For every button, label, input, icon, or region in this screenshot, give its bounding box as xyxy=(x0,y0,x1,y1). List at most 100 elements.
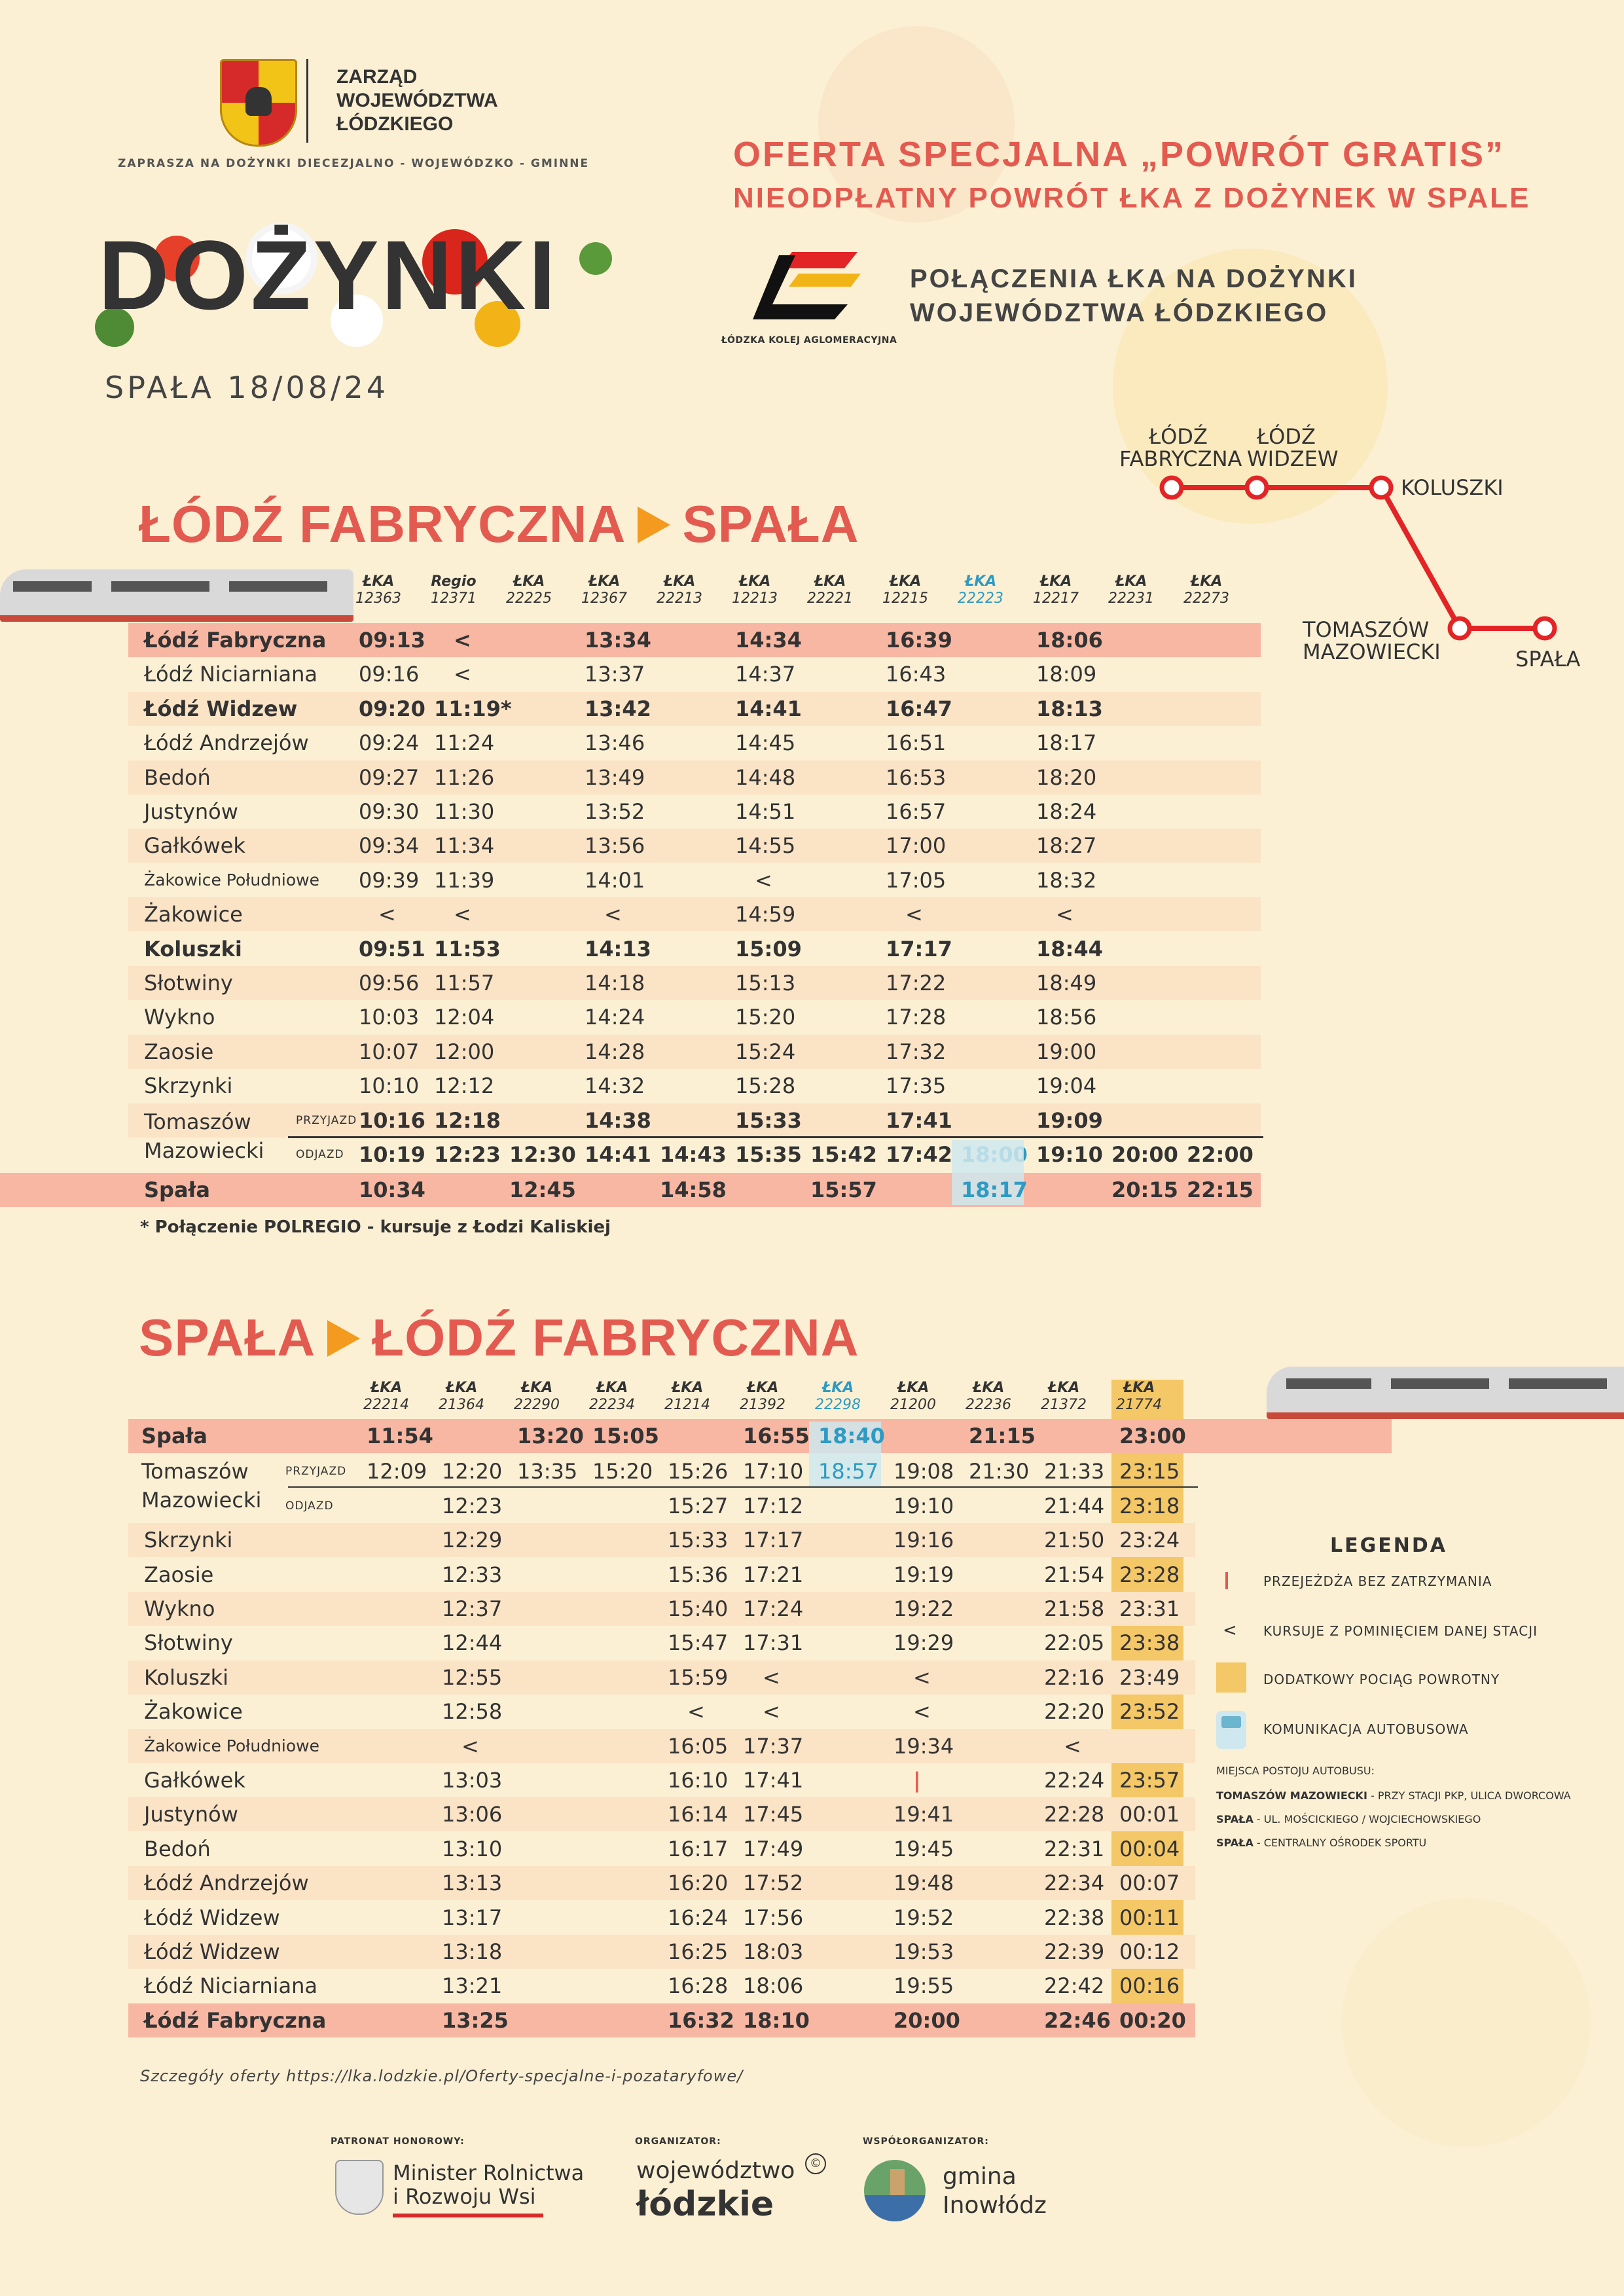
station-name: Słotwiny xyxy=(144,971,233,996)
background-flower xyxy=(1342,1898,1591,2147)
departure-time: 12:12 xyxy=(434,1073,495,1099)
arrival-time: 22:15 xyxy=(1187,1177,1254,1203)
train-operator: ŁKA xyxy=(889,573,922,590)
departure-time: 14:01 xyxy=(585,867,645,893)
departure-time: 15:36 xyxy=(668,1562,729,1587)
timetable-row xyxy=(128,1558,1195,1592)
arrival-time: 20:15 xyxy=(1111,1177,1178,1203)
timetable-row xyxy=(0,1173,1261,1208)
departure-time: 23:31 xyxy=(1119,1596,1180,1621)
arrival-time: 23:15 xyxy=(1119,1459,1180,1484)
bus-stop-item: SPAŁA - UL. MOŚCICKIEGO / WOJCIECHOWSKIE… xyxy=(1216,1813,1481,1825)
train-number: 22234 xyxy=(589,1397,635,1413)
train-number: 22213 xyxy=(657,590,702,607)
skip-icon: < xyxy=(1223,1621,1238,1640)
departure-time: 09:16 xyxy=(359,662,420,687)
train-header: ŁKA 22231 xyxy=(1092,573,1170,607)
departure-time: 14:45 xyxy=(735,730,796,756)
departure-time: 16:32 xyxy=(668,2007,734,2033)
departure-time: 17:31 xyxy=(743,1630,804,1656)
departure-time: < xyxy=(454,628,471,653)
departure-time: < xyxy=(913,1664,931,1690)
map-station-koluszki: KOLUSZKI xyxy=(1401,475,1504,500)
departure-time: 19:10 xyxy=(893,1493,954,1518)
departure-time: 10:03 xyxy=(359,1005,420,1030)
departure-time: 09:27 xyxy=(359,764,420,790)
departure-time: 13:10 xyxy=(442,1836,503,1861)
timetable-row xyxy=(128,1034,1261,1069)
departure-time: 00:04 xyxy=(1119,1836,1180,1861)
departure-time: 09:30 xyxy=(359,799,420,824)
departure-time: 16:39 xyxy=(886,628,952,653)
route-map xyxy=(1159,475,1557,641)
timetable-row xyxy=(128,1901,1195,1935)
train-operator: ŁKA xyxy=(746,1380,779,1396)
departure-time: 14:59 xyxy=(735,902,796,927)
divider xyxy=(306,59,308,143)
timetable-row xyxy=(128,1592,1195,1626)
station-name: Justynów xyxy=(144,799,238,824)
train-header: ŁKA 22221 xyxy=(791,573,869,607)
departure-time: 18:13 xyxy=(1036,696,1103,721)
departure-time: 14:13 xyxy=(585,936,651,961)
departure-time: 19:41 xyxy=(893,1802,954,1827)
train-operator: ŁKA xyxy=(821,1380,854,1396)
train-header: ŁKA 22214 xyxy=(347,1380,425,1414)
train-header: ŁKA 22223 xyxy=(941,573,1020,607)
departure-time: 14:41 xyxy=(585,1142,651,1167)
departure-time: 17:45 xyxy=(743,1802,804,1827)
departure-time: 13:20 xyxy=(517,1424,584,1448)
departure-time: 22:34 xyxy=(1044,1871,1105,1896)
lka-logo xyxy=(753,252,861,319)
station-name: Skrzynki xyxy=(144,1073,233,1099)
departure-time: 16:53 xyxy=(886,764,947,790)
station-name: Zaosie xyxy=(144,1039,214,1064)
departure-time: 19:52 xyxy=(893,1905,954,1930)
timetable-row xyxy=(128,1626,1195,1660)
organizer-name: ZARZĄD WOJEWÓDZTWA ŁÓDZKIEGO xyxy=(336,66,498,135)
departure-time: 11:53 xyxy=(434,936,501,961)
departure-time: 09:24 xyxy=(359,730,420,756)
arrival-time: 15:20 xyxy=(592,1459,653,1484)
inbound-title: SPAŁA ŁÓDŹ FABRYCZNA xyxy=(139,1308,859,1367)
train-header: Regio 12371 xyxy=(414,573,493,607)
train-header: ŁKA 12215 xyxy=(866,573,945,607)
station-name: Żakowice Południowe xyxy=(144,870,320,889)
departure-time: 09:39 xyxy=(359,867,420,893)
departure-time: 14:32 xyxy=(585,1073,645,1099)
departure-time: 13:52 xyxy=(585,799,645,824)
station-name: Gałkówek xyxy=(144,833,245,859)
offer-details-link[interactable]: Szczegóły oferty https://lka.lodzkie.pl/… xyxy=(140,2067,744,2085)
departure-time: 22:31 xyxy=(1044,1836,1105,1861)
departure-time: 14:28 xyxy=(585,1039,645,1064)
departure-time: 16:17 xyxy=(668,1836,729,1861)
departure-time: 11:54 xyxy=(367,1424,433,1448)
event-title: DOŻYNKI xyxy=(98,220,558,330)
arrival-time: 13:35 xyxy=(517,1459,578,1484)
arrival-time: 18:17 xyxy=(961,1177,1028,1203)
train-number: 22225 xyxy=(506,590,552,607)
bus-service-box xyxy=(952,1140,1024,1205)
map-station-lodz-fabryczna: ŁÓDŹ FABRYCZNA xyxy=(1119,424,1242,471)
arrival-time: 21:30 xyxy=(969,1459,1030,1484)
departure-time: 21:50 xyxy=(1044,1528,1105,1553)
map-station-tomaszow: TOMASZÓW MAZOWIECKI xyxy=(1303,617,1441,664)
dozynki-logo xyxy=(82,216,619,353)
train-operator: ŁKA xyxy=(972,1380,1005,1396)
train-operator: ŁKA xyxy=(738,573,771,590)
train-number: 12363 xyxy=(355,590,401,607)
timetable-row xyxy=(128,1797,1195,1832)
train-operator: ŁKA xyxy=(513,573,545,590)
train-operator: ŁKA xyxy=(588,573,621,590)
departure-time: < xyxy=(763,1664,780,1690)
train-header: ŁKA 22225 xyxy=(490,573,568,607)
train-operator: ŁKA xyxy=(897,1380,929,1396)
train-operator: ŁKA xyxy=(663,573,696,590)
station-name: Łódź Niciarniana xyxy=(144,662,318,687)
bus-icon xyxy=(1216,1711,1246,1749)
departure-time: 16:25 xyxy=(668,1939,729,1964)
departure-time: 18:32 xyxy=(1036,867,1097,893)
departure-time: 19:00 xyxy=(1036,1039,1097,1064)
voivodeship-crest xyxy=(220,59,297,147)
departure-time: 17:21 xyxy=(743,1562,804,1587)
